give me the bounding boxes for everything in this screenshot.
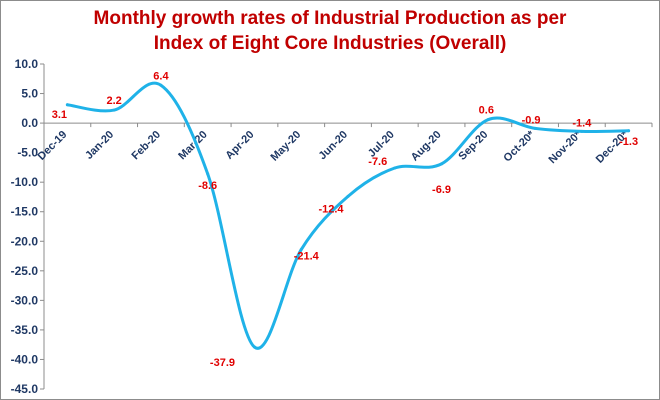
y-tick-label: 10.0 [15,57,39,71]
x-tick-labels: Dec-19 Jan-20 Feb-20 Mar-20 Apr-20 May-20 Jun-… [36,128,632,166]
x-tick-label: Aug-20 [409,129,444,164]
data-label: -12.4 [318,203,344,215]
data-point [393,166,397,170]
data-label: -1.3 [619,136,638,148]
y-tick-label: 0.0 [21,116,38,130]
x-tick-label: Jun-20 [317,129,351,163]
data-label: -6.9 [432,184,451,196]
data-label: -1.4 [572,117,592,129]
data-point [206,172,210,176]
data-label: 2.2 [107,95,122,107]
data-label: -0.9 [522,114,541,126]
data-point [112,108,116,112]
axes [40,63,653,390]
data-point [65,103,69,107]
data-point [299,248,303,252]
data-point [346,194,350,198]
y-tick-labels: 10.0 5.0 0.0 -5.0 -10.0 -15.0 -20.0 -25.0 -30.0 -… [11,57,39,396]
data-label: -7.6 [368,156,387,168]
y-tick-label: 5.0 [21,87,38,101]
x-tick-label: Nov-20* [547,128,585,166]
y-tick-label: -25.0 [11,264,39,278]
y-tick-label: -45.0 [11,382,39,396]
y-tick-label: -20.0 [11,234,39,248]
x-tick-label: Dec-19 [36,129,70,163]
data-point [627,129,631,133]
chart-title: Monthly growth rates of Industrial Produ… [0,6,660,56]
series-line [65,81,631,350]
x-tick-label: Jan-20 [83,129,116,162]
y-tick-label: -35.0 [11,323,39,337]
chart-title-line-2: Index of Eight Core Industries (Overall) [153,33,507,54]
y-tick-label: -5.0 [17,146,38,160]
data-point [580,129,584,133]
data-point [252,345,256,349]
data-label: 0.6 [479,105,494,117]
data-labels: 3.1 2.2 6.4 -8.6 -37.9 -21.4 -12.4 -7.6 -6.9 0.6 -… [52,70,638,369]
x-tick-label: Apr-20 [223,129,256,162]
data-point [440,162,444,166]
data-point [486,118,490,122]
data-label: -21.4 [294,251,320,263]
data-label: 6.4 [153,70,169,82]
x-tick-label: Feb-20 [129,129,163,163]
data-label: 3.1 [52,109,67,121]
x-tick-label: May-20 [268,129,303,164]
series [65,81,631,350]
data-point [159,83,163,87]
data-point [533,126,537,130]
data-label: -8.6 [198,180,217,192]
x-tick-label: Oct-20* [501,128,537,164]
chart-title-line-1: Monthly growth rates of Industrial Produ… [93,8,567,29]
data-label: -37.9 [210,357,235,369]
y-tick-label: -10.0 [11,175,39,189]
y-tick-label: -15.0 [11,205,39,219]
y-tick-label: -40.0 [11,352,39,366]
y-tick-label: -30.0 [11,293,39,307]
